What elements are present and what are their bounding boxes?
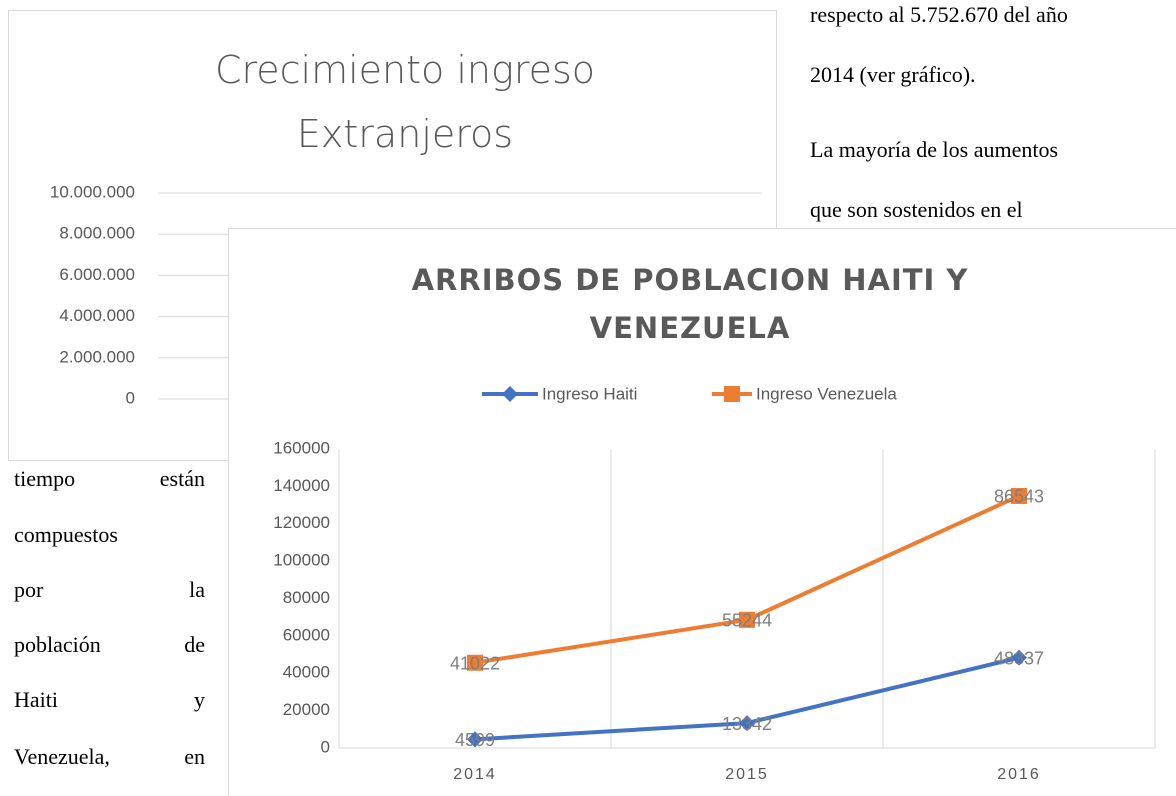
marker <box>739 611 755 628</box>
data-label: 4599 <box>455 730 495 750</box>
legend-marker <box>724 386 740 402</box>
chart-frame <box>228 228 1176 796</box>
marker <box>1011 649 1027 666</box>
chart-title: ARRIBOS DE POBLACION HAITI Y VENEZUELA <box>411 263 969 345</box>
data-label: 41022 <box>450 653 500 673</box>
legend-label: Ingreso Venezuela <box>756 384 897 403</box>
y-tick-label: 6.000.000 <box>59 265 135 284</box>
paragraph-line: Venezuela, en <box>14 744 205 769</box>
y-tick-label: 20000 <box>283 700 330 719</box>
data-label: 13342 <box>722 714 772 734</box>
y-tick-label: 60000 <box>283 625 330 644</box>
marker <box>467 731 483 748</box>
x-tick-label: 2015 <box>725 766 769 783</box>
x-tick-label: 2016 <box>997 766 1041 783</box>
data-label: 86543 <box>994 487 1044 507</box>
paragraph-line: La mayoría de los aumentos <box>810 137 1059 162</box>
y-tick-label: 40000 <box>283 663 330 682</box>
x-tick-label: 2014 <box>453 766 497 783</box>
y-tick-label: 160000 <box>273 438 330 457</box>
paragraph-line: que son sostenidos en el <box>810 197 1023 222</box>
y-tick-label: 80000 <box>283 588 330 607</box>
y-tick-label: 0 <box>321 737 330 756</box>
legend-marker <box>502 386 518 402</box>
y-tick-label: 8.000.000 <box>59 224 135 243</box>
paragraph-line: Haiti y <box>14 687 205 712</box>
y-tick-label: 0 <box>126 388 135 407</box>
paragraph-line: por la <box>14 577 205 602</box>
paragraph-line: población de <box>14 632 205 657</box>
y-tick-label: 10.000.000 <box>50 182 135 201</box>
marker <box>467 654 483 671</box>
marker <box>739 715 755 732</box>
y-tick-label: 100000 <box>273 551 330 570</box>
data-label: 48337 <box>994 648 1044 668</box>
y-tick-label: 120000 <box>273 513 330 532</box>
y-tick-label: 4.000.000 <box>59 306 135 325</box>
paragraph-line: respecto al 5.752.670 del año <box>810 2 1068 27</box>
paragraph-line: 2014 (ver gráfico). <box>810 62 976 87</box>
y-tick-label: 140000 <box>273 476 330 495</box>
legend-label: Ingreso Haiti <box>542 384 637 403</box>
chart-title: Crecimiento ingreso Extranjeros <box>214 48 596 156</box>
paragraph-line: compuestos <box>14 522 118 547</box>
paragraph-line: tiempo están <box>14 466 205 491</box>
marker <box>1011 487 1027 504</box>
y-tick-label: 2.000.000 <box>59 347 135 366</box>
data-label: 55244 <box>722 611 772 631</box>
